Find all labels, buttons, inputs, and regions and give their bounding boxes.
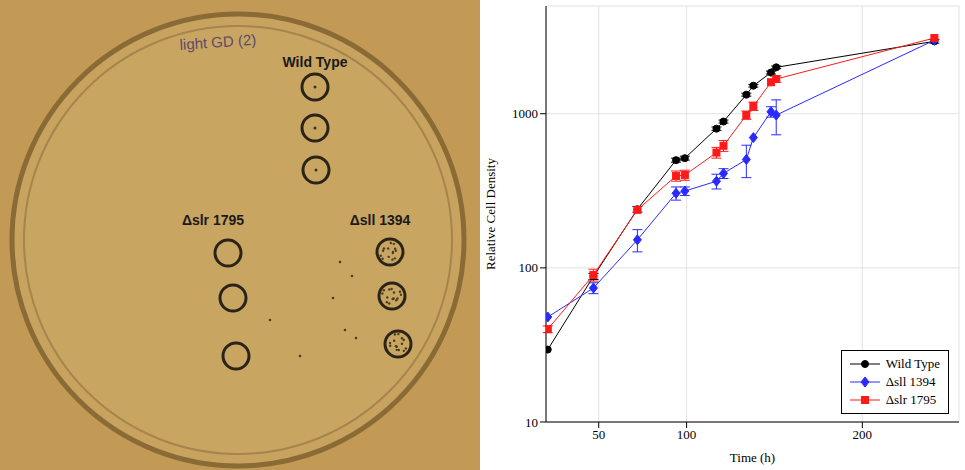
- svg-text:Δsll 1394: Δsll 1394: [350, 212, 411, 228]
- svg-text:100: 100: [519, 260, 539, 275]
- svg-text:Time (h): Time (h): [730, 450, 775, 465]
- svg-text:200: 200: [853, 427, 873, 442]
- html-text:Δslr 1795: Δslr 1795: [885, 392, 937, 407]
- html-text:Δsll 1394: Δsll 1394: [885, 374, 936, 389]
- svg-text:Δslr 1795: Δslr 1795: [182, 212, 244, 228]
- svg-text:100: 100: [677, 427, 697, 442]
- svg-text:1000: 1000: [512, 106, 538, 121]
- svg-text:10: 10: [525, 415, 538, 430]
- svg-text:50: 50: [592, 427, 605, 442]
- svg-text:Relative Cell Density: Relative Cell Density: [483, 158, 498, 270]
- svg-text:light GD (2): light GD (2): [179, 31, 257, 53]
- html-text:Wild Type: Wild Type: [885, 356, 940, 371]
- svg-text:Wild Type: Wild Type: [283, 54, 348, 70]
